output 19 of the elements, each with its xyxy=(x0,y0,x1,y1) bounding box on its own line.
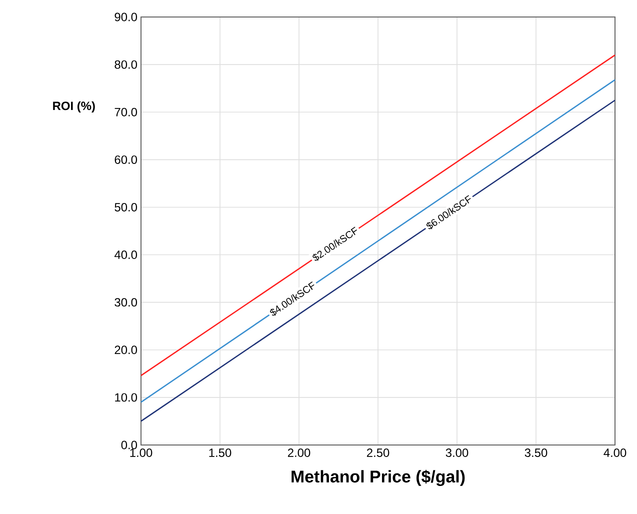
y-tick-label: 30.0 xyxy=(114,298,138,307)
x-tick-label: 1.50 xyxy=(209,448,232,457)
x-tick-label: 2.50 xyxy=(366,448,390,457)
y-tick-label: 10.0 xyxy=(115,393,138,402)
y-tick-label: 90.0 xyxy=(114,12,138,22)
y-tick-label: 0.0 xyxy=(121,440,138,450)
y-axis-title: ROI (%) xyxy=(53,101,95,112)
y-tick-label: 60.0 xyxy=(114,155,138,164)
y-tick-label: 40.0 xyxy=(114,250,138,260)
x-tick-label: 3.50 xyxy=(524,448,548,457)
y-tick-label: 20.0 xyxy=(114,346,138,354)
x-tick-label: 3.00 xyxy=(446,448,468,457)
y-tick-label: 70.0 xyxy=(114,108,138,116)
y-tick-label: 80.0 xyxy=(114,60,138,69)
y-tick-label: 50.0 xyxy=(114,202,138,212)
x-axis-title: Methanol Price ($/gal) xyxy=(292,470,465,486)
x-tick-label: 4.00 xyxy=(604,448,626,457)
x-tick-label: 2.00 xyxy=(288,448,310,457)
x-tick-label: 1.00 xyxy=(130,448,152,457)
